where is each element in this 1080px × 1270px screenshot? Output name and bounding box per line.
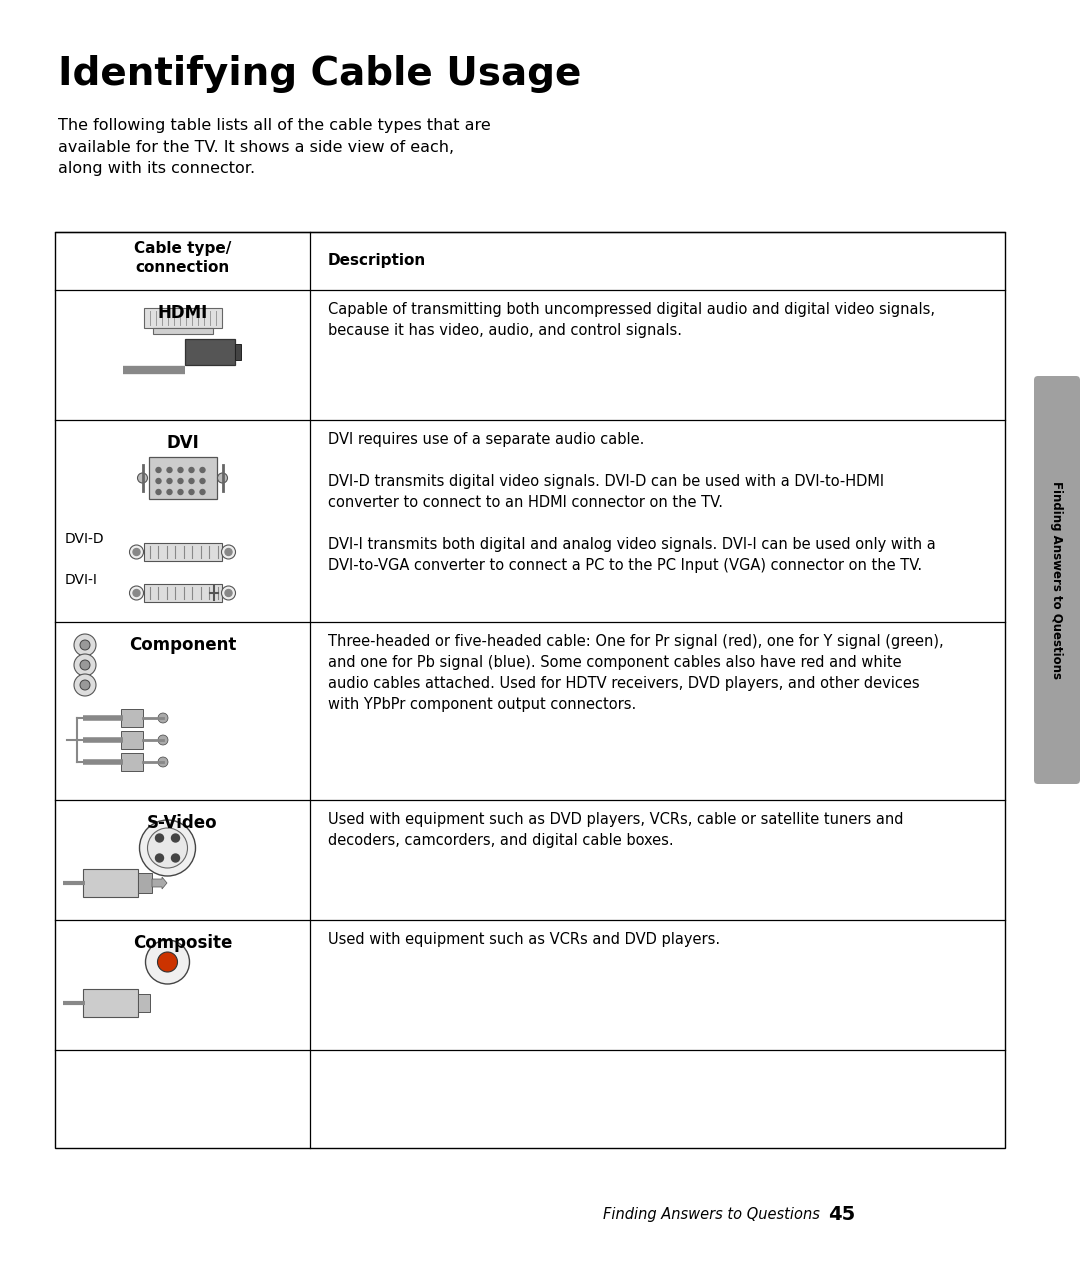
Circle shape <box>80 640 90 650</box>
Circle shape <box>148 828 188 867</box>
Circle shape <box>189 479 194 484</box>
Bar <box>144 309 221 328</box>
Circle shape <box>189 467 194 472</box>
Circle shape <box>156 489 161 494</box>
Text: Description: Description <box>328 254 427 268</box>
Circle shape <box>156 853 163 862</box>
Circle shape <box>189 489 194 494</box>
Bar <box>121 732 143 749</box>
Circle shape <box>156 467 161 472</box>
Bar <box>83 869 138 897</box>
Bar <box>152 328 213 334</box>
Circle shape <box>167 489 172 494</box>
Circle shape <box>158 757 168 767</box>
Circle shape <box>200 467 205 472</box>
Text: Used with equipment such as VCRs and DVD players.: Used with equipment such as VCRs and DVD… <box>328 932 720 947</box>
Circle shape <box>75 674 96 696</box>
Text: Cable type/
connection: Cable type/ connection <box>134 240 231 276</box>
Circle shape <box>225 589 232 597</box>
Text: Three-headed or five-headed cable: One for Pr signal (red), one for Y signal (gr: Three-headed or five-headed cable: One f… <box>328 634 944 712</box>
Circle shape <box>75 634 96 657</box>
Text: The following table lists all of the cable types that are
available for the TV. : The following table lists all of the cab… <box>58 118 490 177</box>
Circle shape <box>172 834 179 842</box>
Circle shape <box>167 467 172 472</box>
Text: Identifying Cable Usage: Identifying Cable Usage <box>58 55 581 93</box>
Bar <box>144 544 221 561</box>
Text: Composite: Composite <box>133 933 232 952</box>
Circle shape <box>158 712 168 723</box>
Circle shape <box>178 467 183 472</box>
Circle shape <box>200 479 205 484</box>
Text: DVI-I: DVI-I <box>65 573 98 587</box>
Circle shape <box>217 472 228 483</box>
Circle shape <box>158 735 168 745</box>
Circle shape <box>167 479 172 484</box>
Circle shape <box>133 589 140 597</box>
Bar <box>234 344 241 359</box>
Text: S-Video: S-Video <box>147 814 218 832</box>
Circle shape <box>80 660 90 671</box>
Bar <box>185 339 234 364</box>
Bar <box>144 584 221 602</box>
Circle shape <box>156 479 161 484</box>
Circle shape <box>158 952 177 972</box>
Text: HDMI: HDMI <box>158 304 207 323</box>
Circle shape <box>221 545 235 559</box>
Circle shape <box>225 549 232 555</box>
Text: 45: 45 <box>828 1205 855 1224</box>
Bar <box>138 872 152 893</box>
Circle shape <box>178 479 183 484</box>
Text: Used with equipment such as DVD players, VCRs, cable or satellite tuners and
dec: Used with equipment such as DVD players,… <box>328 812 904 848</box>
Circle shape <box>178 489 183 494</box>
Text: Finding Answers to Questions: Finding Answers to Questions <box>1051 481 1064 679</box>
Circle shape <box>172 853 179 862</box>
Text: Capable of transmitting both uncompressed digital audio and digital video signal: Capable of transmitting both uncompresse… <box>328 302 935 338</box>
Circle shape <box>80 679 90 690</box>
Bar <box>138 994 150 1012</box>
Circle shape <box>137 472 148 483</box>
Circle shape <box>133 549 140 555</box>
Bar <box>149 457 216 499</box>
Circle shape <box>75 654 96 676</box>
Circle shape <box>130 545 144 559</box>
Circle shape <box>130 585 144 599</box>
Circle shape <box>139 820 195 876</box>
Bar <box>83 989 138 1017</box>
Bar <box>121 709 143 726</box>
Circle shape <box>156 834 163 842</box>
Circle shape <box>200 489 205 494</box>
Circle shape <box>221 585 235 599</box>
Text: Component: Component <box>129 636 237 654</box>
FancyBboxPatch shape <box>1034 376 1080 784</box>
Bar <box>121 753 143 771</box>
Text: DVI: DVI <box>166 434 199 452</box>
Text: Finding Answers to Questions: Finding Answers to Questions <box>603 1208 820 1223</box>
Circle shape <box>146 940 189 984</box>
Text: DVI requires use of a separate audio cable.

DVI-D transmits digital video signa: DVI requires use of a separate audio cab… <box>328 432 935 573</box>
Text: DVI-D: DVI-D <box>65 532 105 546</box>
Bar <box>55 232 1005 1148</box>
FancyArrow shape <box>152 878 167 889</box>
